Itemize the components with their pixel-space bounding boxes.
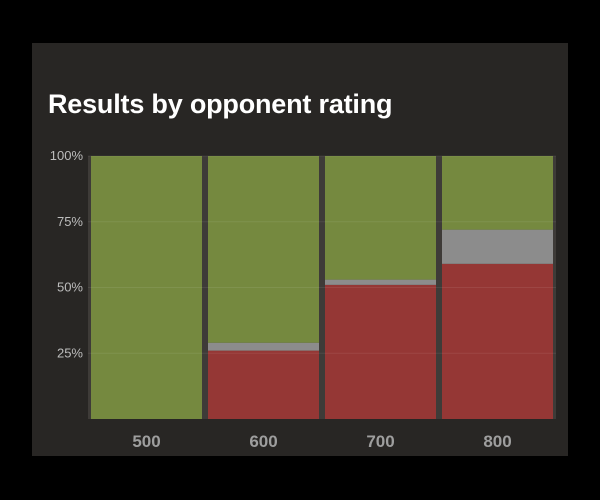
- bar-600-segment-2: [208, 342, 319, 351]
- results-chart: 25% 50% 75% 100% 500 600 700 800: [50, 148, 556, 451]
- bar-800-segment-2: [442, 229, 553, 264]
- chart-card: Results by opponent rating 25% 50% 75% 100%…: [32, 43, 568, 456]
- bar-600-segment-3: [208, 156, 319, 343]
- bar-500-segment-3: [91, 156, 202, 419]
- chart-title: Results by opponent rating: [48, 89, 393, 119]
- y-tick-label: 75%: [57, 214, 83, 229]
- x-tick-label: 500: [132, 432, 160, 451]
- bar-700-segment-2: [325, 279, 436, 285]
- bar-700-segment-3: [325, 156, 436, 280]
- bar-600-segment-1: [208, 350, 319, 419]
- y-tick-label: 50%: [57, 280, 83, 295]
- x-tick-label: 600: [249, 432, 277, 451]
- y-tick-label: 25%: [57, 345, 83, 360]
- x-tick-label: 800: [483, 432, 511, 451]
- bar-700-segment-1: [325, 284, 436, 419]
- bar-800-segment-1: [442, 263, 553, 419]
- y-tick-label: 100%: [50, 148, 84, 163]
- bar-800-segment-3: [442, 156, 553, 230]
- x-tick-label: 700: [366, 432, 394, 451]
